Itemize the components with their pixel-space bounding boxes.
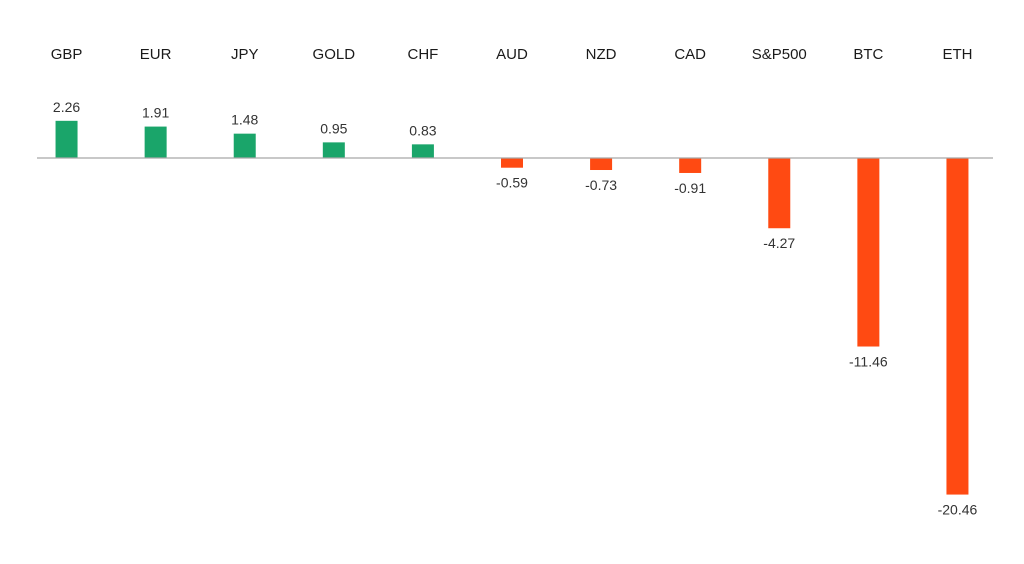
bar-chf [411, 144, 434, 158]
bar-jpy [233, 133, 256, 158]
category-labels: GBP EUR JPY GOLD CHF AUD NZD CAD S&P500 BTC ETH [51, 46, 973, 63]
bar-btc [857, 158, 880, 347]
category-label-gbp: GBP [51, 46, 83, 63]
data-label-gold: 0.95 [320, 120, 347, 136]
data-label-btc: -11.46 [849, 354, 888, 370]
data-label-eth: -20.46 [938, 502, 978, 518]
data-label-eur: 1.91 [142, 105, 169, 121]
data-label-nzd: -0.73 [585, 177, 617, 193]
bar-cad [679, 158, 702, 173]
category-label-eur: EUR [140, 46, 172, 63]
category-label-gold: GOLD [313, 46, 356, 63]
data-label-jpy: 1.48 [231, 112, 258, 128]
category-label-btc: BTC [853, 46, 883, 63]
bar-nzd [590, 158, 613, 171]
bars [55, 120, 969, 495]
category-label-jpy: JPY [231, 46, 259, 63]
data-label-chf: 0.83 [409, 122, 436, 138]
bar-gbp [55, 120, 78, 158]
bar-eur [144, 126, 167, 158]
data-label-sandp500: -4.27 [763, 235, 795, 251]
value-labels: 2.26 1.91 1.48 0.95 0.83 -0.59 -0.73 -0.91 -4.27… [53, 99, 978, 518]
data-label-gbp: 2.26 [53, 99, 80, 115]
category-label-nzd: NZD [586, 46, 617, 63]
data-label-aud: -0.59 [496, 175, 528, 191]
bar-sandp500 [768, 158, 791, 229]
category-label-chf: CHF [407, 46, 438, 63]
category-label-cad: CAD [674, 46, 706, 63]
category-label-sandp500: S&P500 [752, 46, 807, 63]
bar-gold [322, 142, 345, 158]
bar-aud [501, 158, 523, 168]
category-label-aud: AUD [496, 46, 528, 63]
category-label-eth: ETH [942, 46, 972, 63]
data-label-cad: -0.91 [674, 180, 706, 196]
bar-eth [946, 158, 969, 495]
